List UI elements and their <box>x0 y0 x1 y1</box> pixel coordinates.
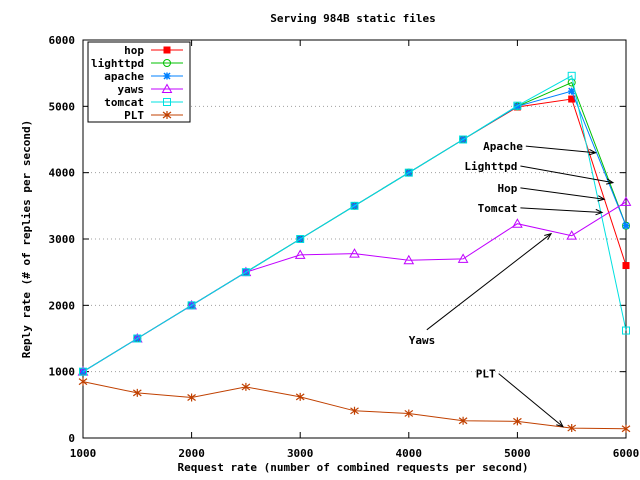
data-point <box>620 196 632 206</box>
x-tick-label: 1000 <box>70 447 97 460</box>
data-point <box>567 424 577 433</box>
y-axis-label: Reply rate (# of replies per second) <box>20 120 33 358</box>
series-group <box>77 71 632 433</box>
data-point <box>163 46 171 54</box>
data-point <box>622 326 630 335</box>
series-line <box>82 381 627 430</box>
data-point <box>294 249 306 259</box>
data-point <box>622 262 630 270</box>
annotation-label: Yaws <box>409 334 436 347</box>
data-point <box>163 59 171 67</box>
data-point <box>350 406 359 415</box>
data-point <box>458 416 468 425</box>
arrow-head <box>544 232 553 241</box>
legend-label: apache <box>104 70 144 83</box>
data-point <box>568 95 576 103</box>
data-point <box>78 377 88 386</box>
legend-label: lighttpd <box>91 57 144 70</box>
grid <box>83 105 626 373</box>
data-point <box>622 222 630 230</box>
data-point <box>161 83 173 93</box>
x-axis-label: Request rate (number of combined request… <box>178 461 529 474</box>
x-tick-label: 3000 <box>287 447 314 460</box>
annotation-label: Tomcat <box>478 202 518 215</box>
data-point <box>79 367 87 376</box>
annotation-label: PLT <box>476 368 496 381</box>
arrow-head <box>606 178 615 185</box>
series-apache <box>79 87 630 376</box>
data-point <box>513 417 522 426</box>
annotation-arrow <box>525 145 596 154</box>
data-point <box>187 393 196 402</box>
x-tick-label: 5000 <box>504 447 531 460</box>
legend-label: hop <box>124 44 144 57</box>
y-tick-label: 5000 <box>49 100 76 113</box>
data-point <box>241 382 251 391</box>
annotation-arrow <box>498 373 564 428</box>
annotation-arrow <box>520 165 614 184</box>
annotation-label: Apache <box>483 140 523 153</box>
data-point <box>296 235 305 243</box>
data-point <box>241 268 250 277</box>
series-line <box>82 81 627 373</box>
series-yaws <box>77 196 632 376</box>
legend-label: PLT <box>124 109 144 122</box>
chart-title: Serving 984B static files <box>270 12 436 25</box>
y-tick-label: 6000 <box>49 34 76 47</box>
legend-label: tomcat <box>104 96 144 109</box>
arrow-head <box>588 149 597 156</box>
data-point <box>568 87 576 95</box>
data-point <box>567 71 576 80</box>
data-point <box>187 301 196 310</box>
y-tick-label: 4000 <box>49 167 76 180</box>
y-tick-label: 1000 <box>49 366 76 379</box>
data-point <box>513 102 521 110</box>
data-point <box>457 253 469 263</box>
arrow-head <box>595 208 604 216</box>
annotation-arrow <box>520 187 605 200</box>
data-point <box>459 135 468 144</box>
annotations: Apache Lighttpd Hop Tomcat Yaws PLT <box>409 140 615 428</box>
data-point <box>566 230 578 240</box>
annotation-arrow <box>520 207 603 213</box>
annotation-label: Hop <box>498 182 518 195</box>
series-line <box>82 201 627 373</box>
legend-box <box>87 41 191 123</box>
data-point <box>513 101 522 110</box>
data-point <box>162 111 172 119</box>
legend-label: yaws <box>118 83 145 96</box>
series-line <box>82 75 627 373</box>
data-point <box>512 218 523 228</box>
y-tick-label: 2000 <box>49 299 76 312</box>
data-point <box>349 248 360 258</box>
series-line <box>82 90 627 373</box>
data-point <box>163 72 171 80</box>
data-point <box>403 254 415 265</box>
arrow-head <box>597 195 606 202</box>
tick-labels: 0 1000 2000 3000 4000 5000 6000 1000 2000 3000 400… <box>49 34 640 460</box>
x-tick-label: 4000 <box>396 447 423 460</box>
series-hop <box>79 95 630 376</box>
x-tick-label: 2000 <box>178 447 205 460</box>
data-point <box>404 409 414 418</box>
arrow-head <box>556 420 565 428</box>
data-point <box>133 334 142 343</box>
series-plt <box>78 377 631 433</box>
y-tick-label: 3000 <box>49 233 76 246</box>
data-point <box>350 201 359 210</box>
annotation-arrow <box>426 233 552 331</box>
data-point <box>621 424 631 433</box>
data-point <box>404 168 413 177</box>
x-tick-label: 6000 <box>613 447 640 460</box>
annotation-label: Lighttpd <box>464 160 517 173</box>
series-tomcat <box>79 71 630 376</box>
data-point <box>163 98 171 106</box>
y-tick-label: 0 <box>68 432 75 445</box>
data-point <box>132 388 142 397</box>
data-point <box>295 392 305 401</box>
series-lighttpd <box>79 78 630 376</box>
